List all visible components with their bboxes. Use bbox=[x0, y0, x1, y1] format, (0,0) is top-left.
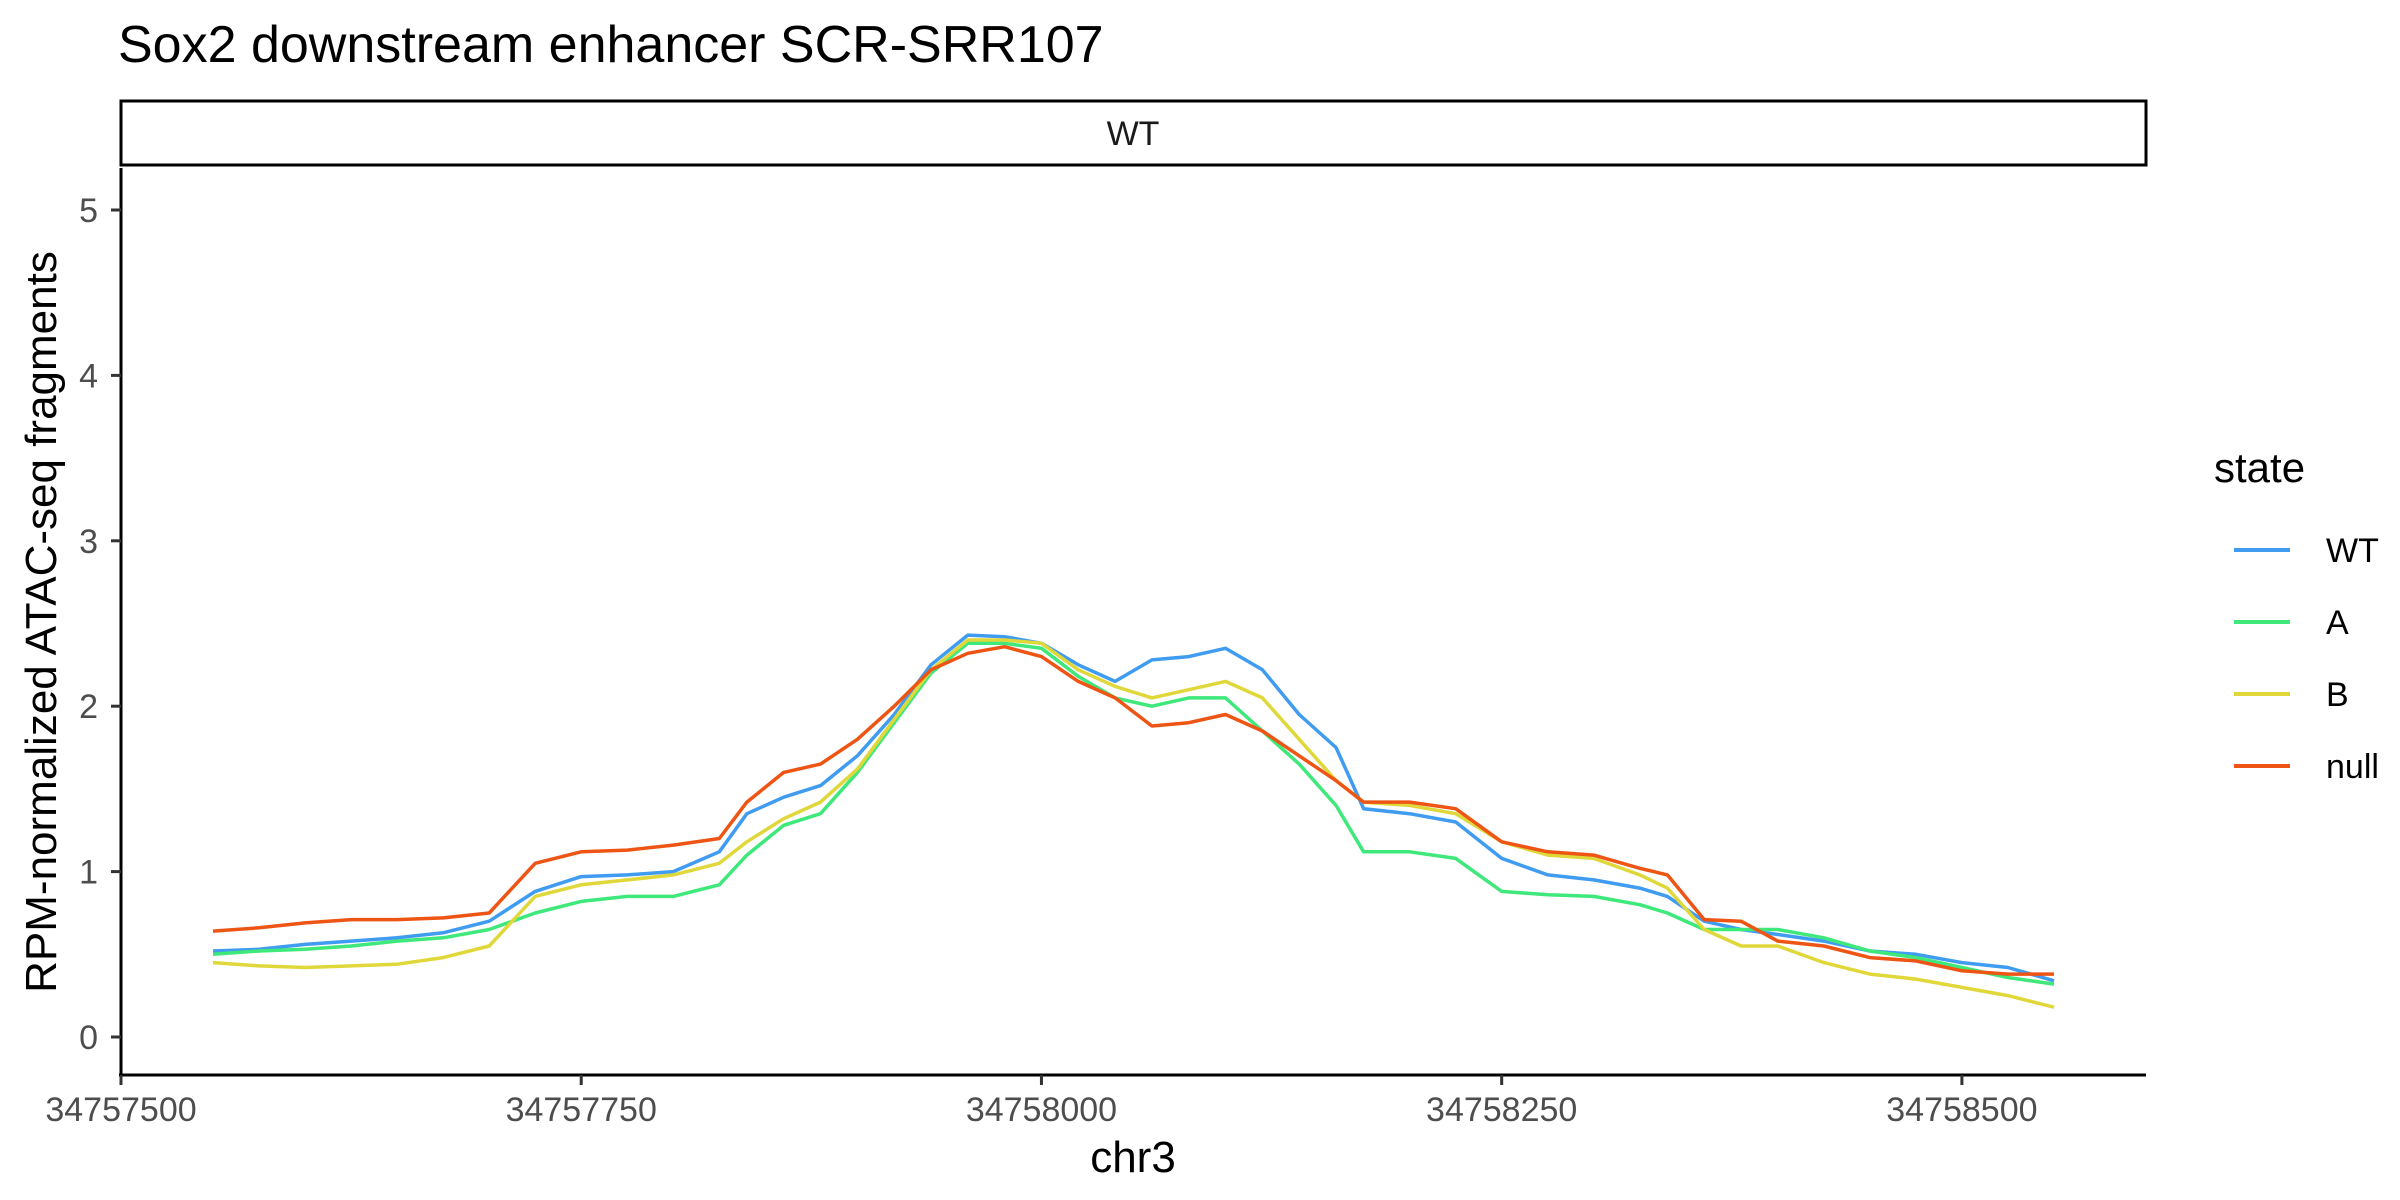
y-tick-label: 4 bbox=[79, 357, 98, 395]
legend-item-null: null bbox=[2234, 748, 2379, 786]
legend-label-b: B bbox=[2326, 676, 2349, 714]
plot-lines bbox=[212, 633, 2055, 1009]
y-tick-label: 3 bbox=[79, 523, 98, 561]
legend-label-wt: WT bbox=[2326, 532, 2379, 570]
x-tick-label: 34758250 bbox=[1426, 1091, 1577, 1129]
series-line-null bbox=[212, 644, 2054, 976]
series-line-b bbox=[212, 638, 2055, 1009]
y-ticks: 0 1 2 3 4 5 bbox=[79, 192, 121, 1057]
legend-label-null: null bbox=[2326, 748, 2379, 786]
x-tick-label: 34758000 bbox=[966, 1091, 1117, 1129]
chart-title: Sox2 downstream enhancer SCR-SRR107 bbox=[118, 16, 1104, 74]
x-tick-label: 34757500 bbox=[45, 1091, 196, 1129]
y-axis-title: RPM-normalized ATAC-seq fragments bbox=[17, 251, 66, 993]
legend-item-b: B bbox=[2234, 676, 2349, 714]
x-tick-label: 34757750 bbox=[506, 1091, 657, 1129]
facet-strip bbox=[119, 99, 2148, 167]
legend-title: state bbox=[2214, 444, 2305, 491]
y-tick-label: 5 bbox=[79, 192, 98, 230]
series-line-a bbox=[212, 641, 2055, 986]
facet-strip-label: WT bbox=[1107, 115, 1160, 153]
legend-label-a: A bbox=[2326, 604, 2349, 642]
x-axis-title: chr3 bbox=[1090, 1133, 1176, 1182]
x-ticks: 34757500 34757750 34758000 34758250 34758500 bbox=[45, 1075, 2038, 1129]
y-tick-label: 2 bbox=[79, 688, 98, 726]
x-tick-label: 34758500 bbox=[1886, 1091, 2037, 1129]
legend-item-a: A bbox=[2234, 604, 2349, 642]
y-tick-label: 0 bbox=[79, 1019, 98, 1057]
y-tick-label: 1 bbox=[79, 854, 98, 892]
legend-item-wt: WT bbox=[2234, 532, 2379, 570]
series-line-wt bbox=[212, 633, 2055, 983]
